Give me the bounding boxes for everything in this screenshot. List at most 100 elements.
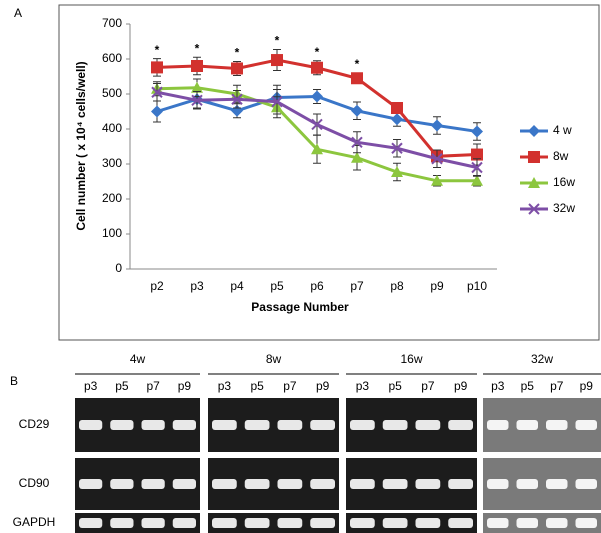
gel-band [383, 479, 408, 489]
marker [311, 90, 323, 102]
gel-band [110, 479, 133, 489]
x-axis-label: Passage Number [251, 300, 349, 314]
x-tick-label: p6 [310, 279, 324, 293]
gel-band [546, 518, 568, 528]
lane-label: p3 [218, 379, 232, 393]
marker [431, 120, 443, 132]
lane-label: p9 [178, 379, 192, 393]
x-tick-label: p4 [230, 279, 244, 293]
gel-band [576, 420, 598, 430]
annotation: * [355, 57, 360, 71]
group-label: 32w [531, 352, 553, 366]
gel-band [79, 479, 102, 489]
gel-band [350, 420, 375, 430]
lane-label: p7 [550, 379, 564, 393]
page: A B Passage Number Cell number ( x 10⁴ c… [0, 0, 601, 533]
gel-band [278, 518, 303, 528]
x-tick-label: p2 [150, 279, 164, 293]
annotation: * [235, 46, 240, 60]
lane-label: p7 [421, 379, 435, 393]
gel-band [173, 518, 196, 528]
marker [471, 125, 483, 137]
annotation: * [195, 41, 200, 55]
panel-label: B [10, 374, 18, 388]
gel-band [517, 420, 539, 430]
lane-label: p7 [146, 379, 160, 393]
lane-label: p9 [316, 379, 330, 393]
marker [391, 102, 403, 114]
x-tick-label: p9 [430, 279, 444, 293]
gel-band [487, 420, 509, 430]
annotation: * [315, 45, 320, 59]
gel-band [546, 479, 568, 489]
panel-frame [59, 5, 599, 340]
marker [271, 54, 283, 66]
lane-label: p3 [356, 379, 370, 393]
legend-label: 16w [553, 175, 575, 189]
legend-marker [528, 151, 540, 163]
gel-band [173, 479, 196, 489]
legend-label: 32w [553, 201, 575, 215]
y-tick-label: 300 [102, 156, 122, 170]
gel-band [383, 518, 408, 528]
gel-band [310, 479, 335, 489]
legend-label: 4 w [553, 123, 572, 137]
gel-band [110, 420, 133, 430]
gel-band [416, 518, 441, 528]
y-tick-label: 0 [115, 261, 122, 275]
gel-band [310, 518, 335, 528]
row-label: GAPDH [13, 515, 56, 529]
gel-band [278, 420, 303, 430]
gel-band [278, 479, 303, 489]
group-label: 16w [400, 352, 422, 366]
gel-band [173, 420, 196, 430]
lane-label: p5 [521, 379, 535, 393]
y-tick-label: 700 [102, 16, 122, 30]
marker [231, 62, 243, 74]
y-tick-label: 200 [102, 191, 122, 205]
lane-label: p5 [250, 379, 264, 393]
gel-band [212, 518, 237, 528]
gel-band [245, 420, 270, 430]
gel-band [79, 420, 102, 430]
gel-band [245, 479, 270, 489]
gel-band [142, 420, 165, 430]
legend-label: 8w [553, 149, 569, 163]
gel-band [310, 420, 335, 430]
lane-label: p9 [580, 379, 594, 393]
gel-band [576, 479, 598, 489]
legend-marker [528, 125, 540, 137]
gel-band [350, 479, 375, 489]
gel-band [487, 479, 509, 489]
gel-band [245, 518, 270, 528]
lane-label: p9 [454, 379, 468, 393]
gel-band [448, 420, 473, 430]
y-tick-label: 100 [102, 226, 122, 240]
x-tick-label: p5 [270, 279, 284, 293]
x-tick-label: p3 [190, 279, 204, 293]
row-label: CD29 [19, 417, 50, 431]
lane-label: p5 [115, 379, 129, 393]
annotation: * [275, 34, 280, 48]
gel-band [110, 518, 133, 528]
gel-band [487, 518, 509, 528]
gel-band [416, 420, 441, 430]
gel-band [142, 518, 165, 528]
marker [351, 72, 363, 84]
annotation: * [155, 43, 160, 57]
gel-band [350, 518, 375, 528]
group-label: 4w [130, 352, 146, 366]
y-axis-label: Cell number ( x 10⁴ cells/well) [74, 61, 88, 230]
y-tick-label: 400 [102, 121, 122, 135]
gel-band [517, 518, 539, 528]
x-tick-label: p10 [467, 279, 487, 293]
gel-band [212, 479, 237, 489]
group-label: 8w [266, 352, 282, 366]
gel-band [142, 479, 165, 489]
marker [151, 106, 163, 118]
y-tick-label: 500 [102, 86, 122, 100]
figure: A B Passage Number Cell number ( x 10⁴ c… [0, 0, 601, 533]
gel-band [212, 420, 237, 430]
gel-band [546, 420, 568, 430]
gel-band [517, 479, 539, 489]
